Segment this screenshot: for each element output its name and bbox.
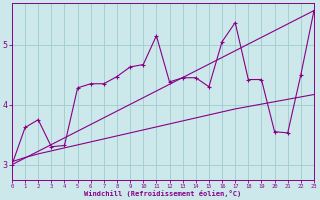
X-axis label: Windchill (Refroidissement éolien,°C): Windchill (Refroidissement éolien,°C) [84,190,242,197]
